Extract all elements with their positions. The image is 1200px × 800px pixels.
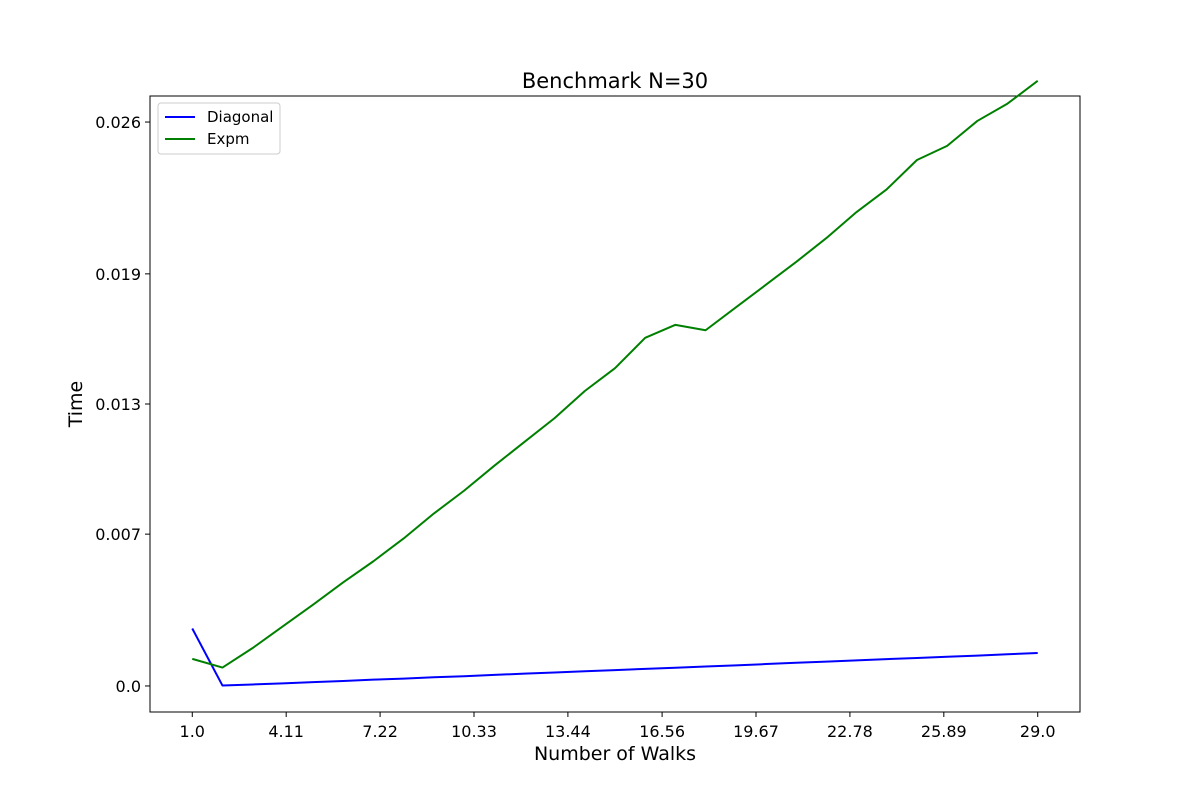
legend-box (157, 102, 281, 155)
x-tick-label: 7.22 (362, 722, 398, 741)
x-axis: 1.0 4.11 7.22 10.33 13.44 16.56 19.67 22.78 25.8… (180, 712, 1056, 741)
x-tick-label: 16.56 (639, 722, 685, 741)
y-tick-label: 0.0 (116, 677, 141, 696)
series-line-diagonal (191, 628, 1038, 687)
legend-label-expm: Expm (207, 130, 250, 148)
x-axis-label: Number of Walks (534, 743, 696, 765)
plot-area (149, 95, 1081, 713)
chart-title: Benchmark N=30 (522, 69, 708, 93)
y-axis-label: Time (65, 381, 87, 429)
y-axis: 0.0 0.007 0.013 0.019 0.026 (95, 113, 150, 696)
x-tick-label: 29.0 (1020, 722, 1056, 741)
y-tick-label: 0.019 (95, 265, 141, 284)
x-tick-label: 22.78 (827, 722, 873, 741)
x-tick-label: 1.0 (180, 722, 205, 741)
series-line-expm (191, 80, 1039, 669)
legend-label-diagonal: Diagonal (207, 108, 273, 126)
x-tick-label: 13.44 (545, 722, 591, 741)
x-tick-label: 25.89 (921, 722, 967, 741)
y-tick-label: 0.013 (95, 395, 141, 414)
x-tick-label: 19.67 (733, 722, 779, 741)
legend: Diagonal Expm (157, 102, 281, 155)
x-tick-label: 4.11 (268, 722, 304, 741)
y-tick-label: 0.026 (95, 113, 141, 132)
series-layer (191, 80, 1039, 687)
y-tick-label: 0.007 (95, 525, 141, 544)
x-tick-label: 10.33 (451, 722, 497, 741)
